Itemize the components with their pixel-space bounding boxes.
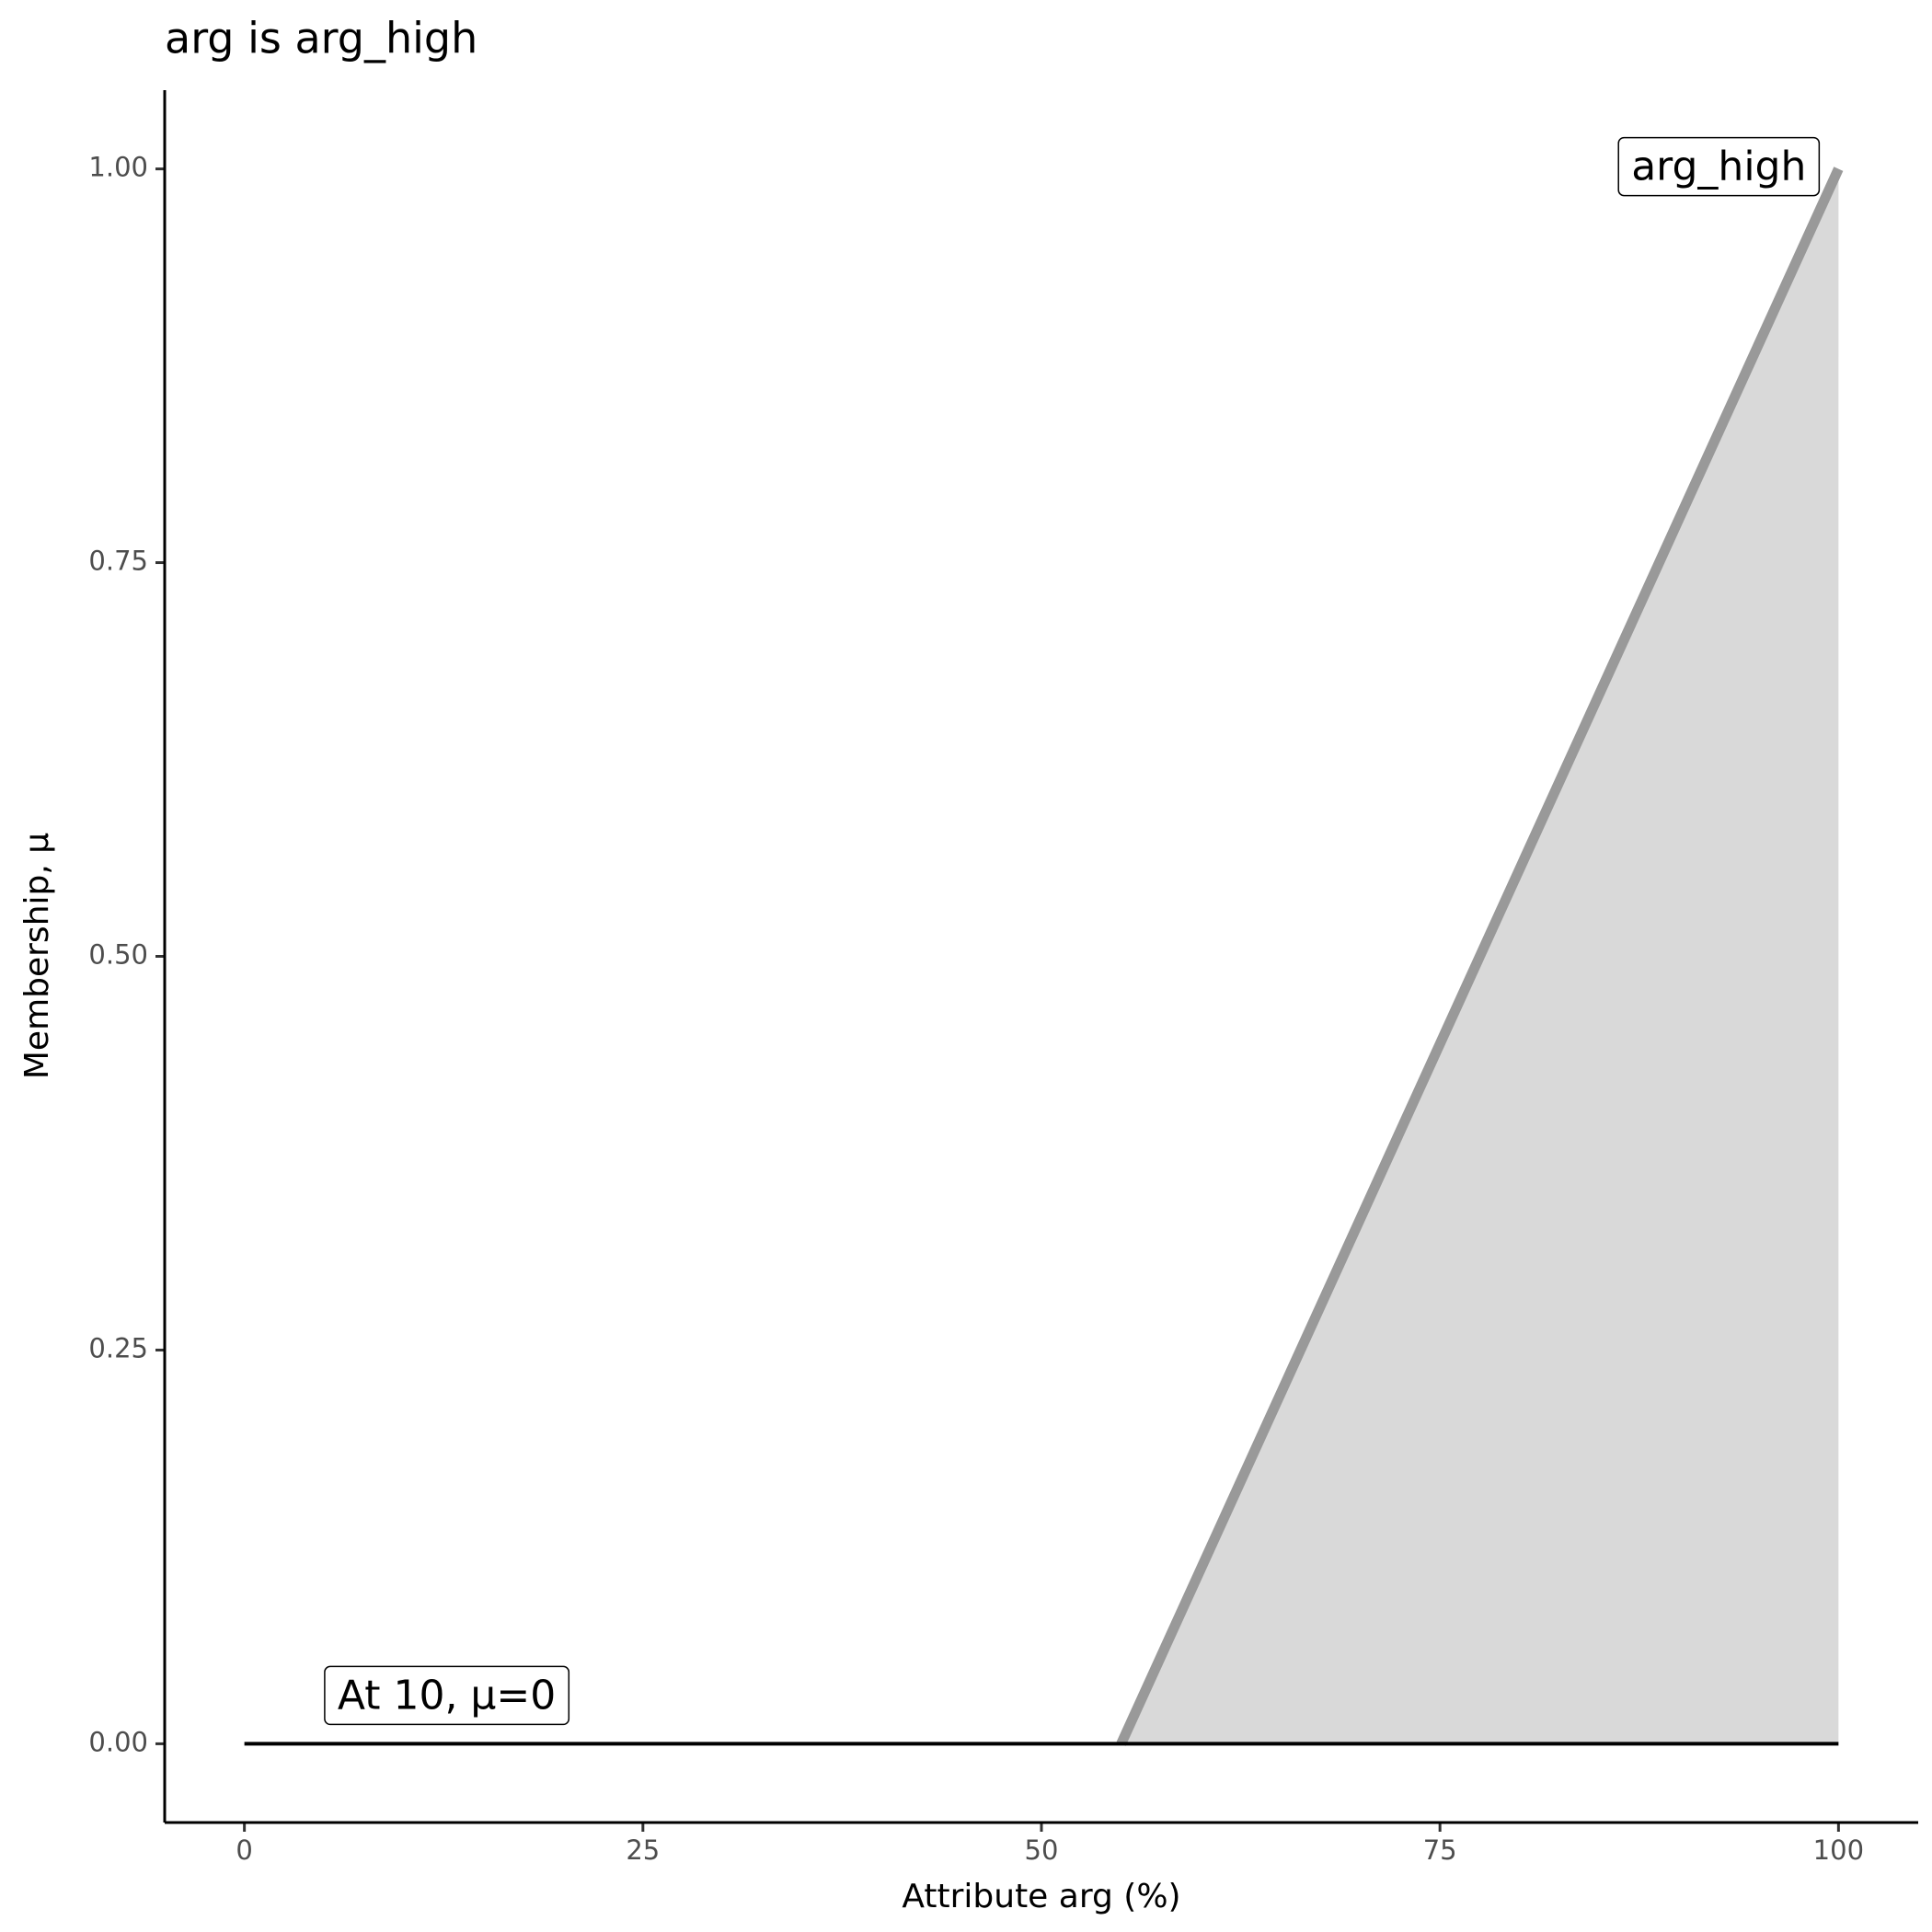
y-tick-label: 0.75: [88, 546, 148, 577]
line: [1116, 167, 1844, 1746]
annotation: arg_high: [1631, 144, 1806, 190]
chart-title: arg is arg_high: [165, 14, 477, 63]
x-axis-title: Attribute arg (%): [902, 1878, 1180, 1915]
y-tick-label: 0.50: [88, 939, 148, 971]
y-tick-label: 0.00: [88, 1726, 148, 1757]
annotation-box: [1617, 136, 1821, 197]
x-tick-label: 50: [1025, 1834, 1059, 1866]
x-tick-label: 100: [1813, 1834, 1864, 1866]
y-tick-label: 0.25: [88, 1332, 148, 1363]
x-tick-label: 75: [1423, 1834, 1457, 1866]
y-axis-title: Membership, μ: [18, 833, 56, 1079]
annotation: At 10, μ=0: [338, 1672, 556, 1719]
x-tick-label: 0: [236, 1834, 252, 1866]
annotation-box: [324, 1665, 570, 1726]
x-tick-label: 25: [626, 1834, 660, 1866]
y-tick-label: 1.00: [88, 152, 148, 183]
